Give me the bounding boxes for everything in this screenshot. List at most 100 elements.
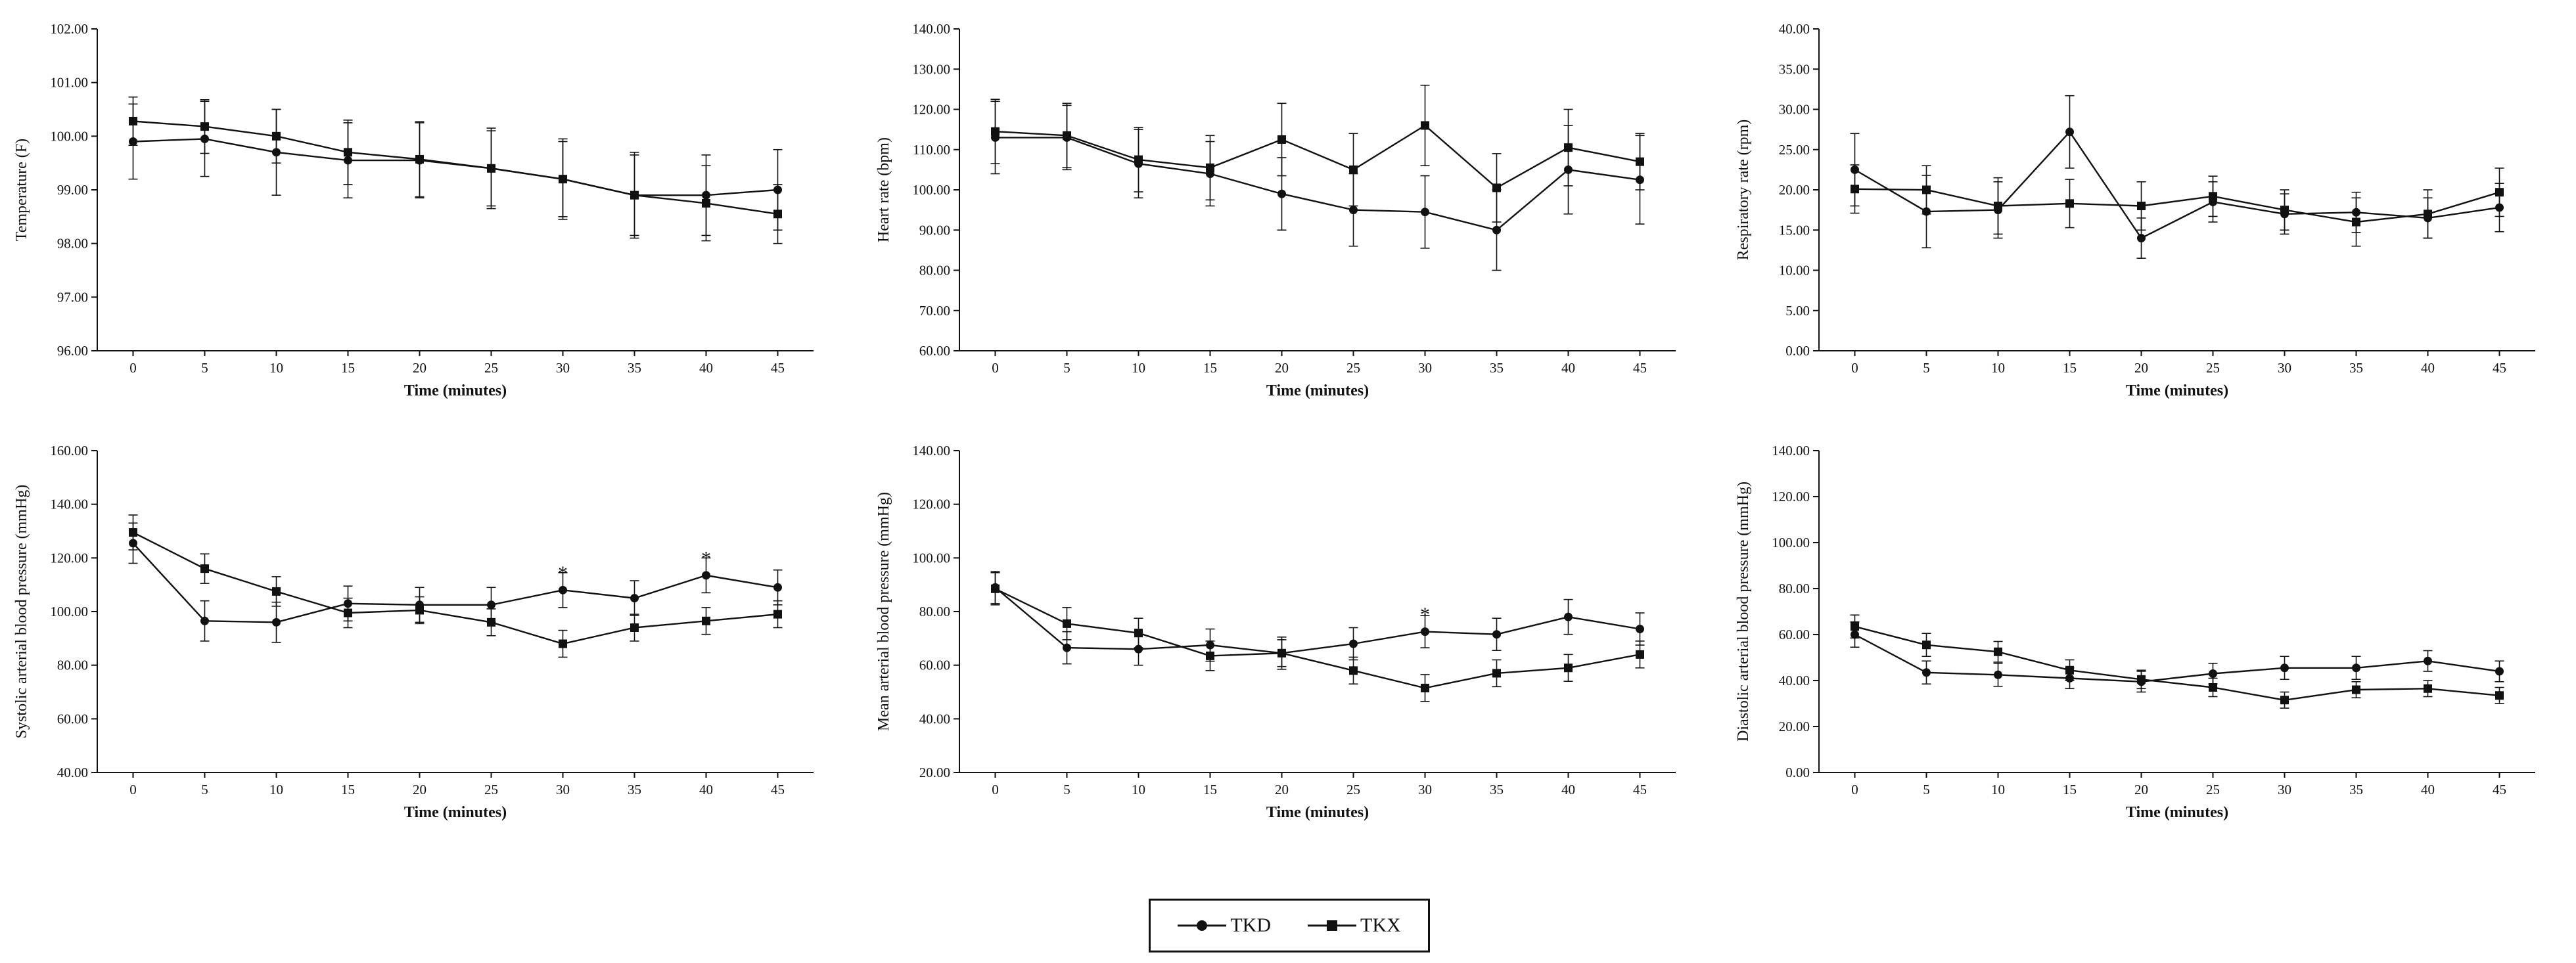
x-axis-title: Time (minutes)	[404, 804, 507, 821]
y-tick-label: 90.00	[919, 222, 950, 238]
legend-label-tkd: TKD	[1230, 914, 1271, 936]
y-tick-label: 60.00	[57, 711, 88, 727]
data-point-square	[2424, 684, 2432, 693]
x-tick-label: 25	[1346, 360, 1360, 376]
data-point-square	[991, 127, 1000, 136]
data-point-circle	[487, 600, 495, 610]
data-point-square	[2137, 202, 2146, 210]
x-tick-label: 20	[1275, 360, 1289, 376]
y-tick-label: 0.00	[1785, 765, 1810, 780]
series-line	[995, 124, 1640, 189]
x-tick-label: 25	[1346, 782, 1360, 797]
data-point-square	[2065, 665, 2074, 675]
x-tick-label: 45	[2493, 360, 2506, 376]
x-tick-label: 25	[484, 782, 498, 797]
chart-panel-2: 60.00 70.00 80.00 90.00 100.00 110.00 120.00 13…	[875, 21, 1676, 399]
x-tick-label: 20	[1275, 782, 1289, 797]
y-tick-label: 96.00	[57, 343, 88, 359]
data-point-circle	[1492, 225, 1501, 235]
x-tick-label: 10	[1991, 360, 2005, 376]
y-tick-label: 30.00	[1779, 102, 1810, 118]
x-tick-label: 0	[129, 782, 137, 797]
data-point-square	[1636, 650, 1644, 659]
data-point-square	[1492, 183, 1501, 192]
data-point-circle	[773, 583, 782, 592]
x-tick-label: 35	[1490, 360, 1504, 376]
x-tick-label: 35	[2349, 782, 2363, 797]
legend-label-tkx: TKX	[1360, 914, 1401, 936]
data-point-square	[1492, 669, 1501, 678]
x-tick-label: 10	[1991, 782, 2005, 797]
x-tick-label: 10	[269, 360, 283, 376]
y-axis-title: Mean arterial blood pressure (mmHg)	[875, 492, 892, 731]
y-tick-label: 40.00	[1779, 21, 1810, 37]
y-axis-title: Diastolic arterial blood pressure (mmHg)	[1735, 482, 1752, 742]
legend-item-tkx: TKX	[1308, 914, 1401, 937]
series-tkx	[128, 96, 783, 244]
data-point-square	[1636, 157, 1644, 166]
significance-annotation: *	[558, 562, 568, 584]
series-line	[994, 588, 1640, 689]
data-point-square	[272, 587, 281, 596]
data-point-circle	[272, 617, 281, 627]
data-point-circle	[1063, 643, 1071, 652]
x-tick-label: 5	[201, 360, 208, 376]
x-tick-label: 30	[556, 782, 570, 797]
series-line	[1854, 188, 2500, 223]
y-tick-label: 40.00	[1779, 673, 1810, 688]
data-point-square	[2352, 685, 2360, 694]
x-tick-label: 40	[2421, 360, 2435, 376]
data-point-circle	[1636, 625, 1644, 634]
data-point-square	[129, 116, 137, 125]
x-tick-label: 0	[129, 360, 137, 376]
data-point-circle	[2424, 656, 2432, 665]
y-tick-label: 5.00	[1785, 303, 1810, 319]
series-line	[1854, 130, 2500, 240]
series-line	[995, 137, 1640, 231]
y-tick-label: 60.00	[919, 658, 950, 673]
y-tick-label: 25.00	[1779, 142, 1810, 158]
data-point-square	[1349, 666, 1358, 675]
y-tick-label: 110.00	[913, 142, 950, 158]
legend: TKD TKX	[1149, 899, 1430, 952]
x-tick-label: 0	[1851, 782, 1858, 797]
y-tick-label: 99.00	[57, 182, 88, 198]
x-tick-label: 30	[556, 360, 570, 376]
series-tkd	[990, 570, 1645, 670]
data-point-circle	[1277, 189, 1286, 198]
data-point-square	[2352, 217, 2360, 227]
data-point-circle	[1421, 208, 1429, 217]
data-point-circle	[2280, 663, 2289, 673]
x-tick-label: 45	[2493, 782, 2506, 797]
chart-panel-6: 0.00 20.00 40.00 60.00 80.00 100.00 120.00 140.…	[1735, 443, 2535, 821]
y-tick-label: 140.00	[1772, 443, 1810, 459]
data-point-square	[415, 606, 424, 615]
series-line	[994, 587, 1640, 654]
x-tick-label: 5	[1923, 360, 1930, 376]
series-tkx	[990, 571, 1645, 702]
x-tick-label: 40	[1561, 360, 1575, 376]
series-line	[1854, 625, 2500, 702]
legend-item-tkd: TKD	[1178, 914, 1271, 937]
y-axis-title: Heart rate (bpm)	[875, 137, 892, 242]
y-tick-label: 97.00	[57, 289, 88, 305]
y-tick-label: 140.00	[50, 497, 88, 512]
data-point-square	[630, 623, 639, 632]
y-tick-label: 120.00	[50, 550, 88, 566]
data-point-square	[630, 190, 639, 200]
data-point-circle	[1922, 668, 1931, 677]
y-tick-label: 80.00	[1779, 581, 1810, 596]
data-point-square	[1063, 619, 1071, 628]
data-point-square	[487, 617, 495, 627]
y-tick-label: 20.00	[1779, 182, 1810, 198]
x-tick-label: 45	[1633, 360, 1647, 376]
y-tick-label: 20.00	[919, 765, 950, 780]
y-tick-label: 100.00	[1772, 535, 1810, 550]
data-point-circle	[1564, 612, 1573, 621]
series-tkx	[1850, 614, 2504, 709]
data-point-square	[2137, 675, 2146, 684]
y-tick-label: 40.00	[919, 711, 950, 727]
data-point-square	[272, 131, 281, 141]
data-point-square	[129, 528, 137, 537]
